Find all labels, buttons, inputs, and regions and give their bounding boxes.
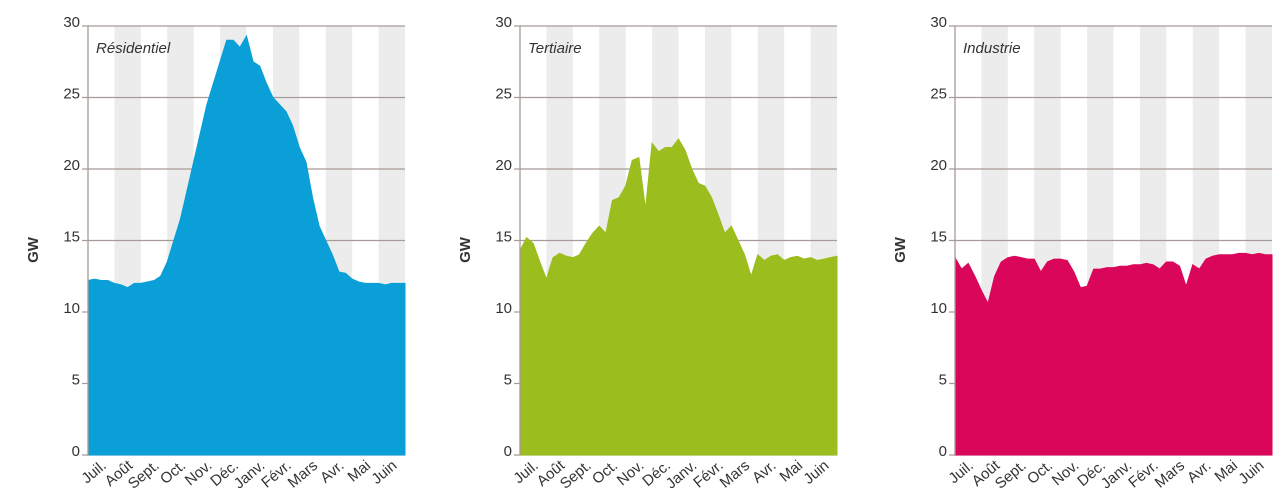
y-tick-label: 25 [495,86,512,103]
x-tick-label: Mars [1152,457,1188,491]
y-tick-label: 0 [504,443,512,460]
chart-title: Industrie [963,40,1021,57]
y-tick-label: 30 [63,14,80,31]
x-tick-label: Mai [777,457,806,486]
y-tick-label: 20 [930,157,947,174]
y-tick-label: 5 [72,372,80,389]
y-tick-label: 10 [495,300,512,317]
x-tick-label: Mai [345,457,374,486]
panel: 051015202530Juil.AoûtSept.Oct.Nov.Déc.Ja… [892,14,1273,493]
x-tick-label: Mai [1212,457,1241,486]
y-tick-label: 0 [72,443,80,460]
y-tick-label: 20 [495,157,512,174]
area [519,138,838,456]
panel: 051015202530Juil.AoûtSept.Oct.Nov.Déc.Ja… [25,14,406,493]
x-tick-label: Juil. [78,457,109,487]
y-tick-label: 30 [930,14,947,31]
chart-title: Tertiaire [528,40,582,57]
y-tick-label: 30 [495,14,512,31]
x-tick-label: Mars [717,457,753,491]
x-tick-label: Avr. [1184,457,1215,486]
x-tick-label: Juin [800,457,832,488]
area [954,252,1273,456]
x-tick-label: Oct. [157,457,189,488]
x-tick-label: Oct. [1024,457,1056,488]
x-tick-label: Mars [285,457,321,491]
y-tick-label: 15 [495,229,512,246]
x-tick-label: Avr. [317,457,348,486]
x-tick-label: Avr. [749,457,780,486]
y-tick-label: 5 [939,372,947,389]
y-tick-label: 20 [63,157,80,174]
y-tick-label: 0 [939,443,947,460]
y-axis-label: GW [25,236,42,263]
y-tick-label: 10 [63,300,80,317]
y-tick-label: 5 [504,372,512,389]
x-tick-label: Juin [1235,457,1267,488]
x-tick-label: Juil. [510,457,541,487]
y-tick-label: 10 [930,300,947,317]
x-tick-label: Juil. [945,457,976,487]
x-tick-label: Oct. [589,457,621,488]
y-axis-label: GW [457,236,474,263]
y-tick-label: 15 [63,229,80,246]
panel: 051015202530Juil.AoûtSept.Oct.Nov.Déc.Ja… [457,14,838,493]
y-tick-label: 25 [63,86,80,103]
y-tick-label: 25 [930,86,947,103]
y-tick-label: 15 [930,229,947,246]
chart-title: Résidentiel [96,40,171,57]
y-axis-label: GW [892,236,909,263]
x-tick-label: Juin [368,457,400,488]
area [87,34,406,456]
